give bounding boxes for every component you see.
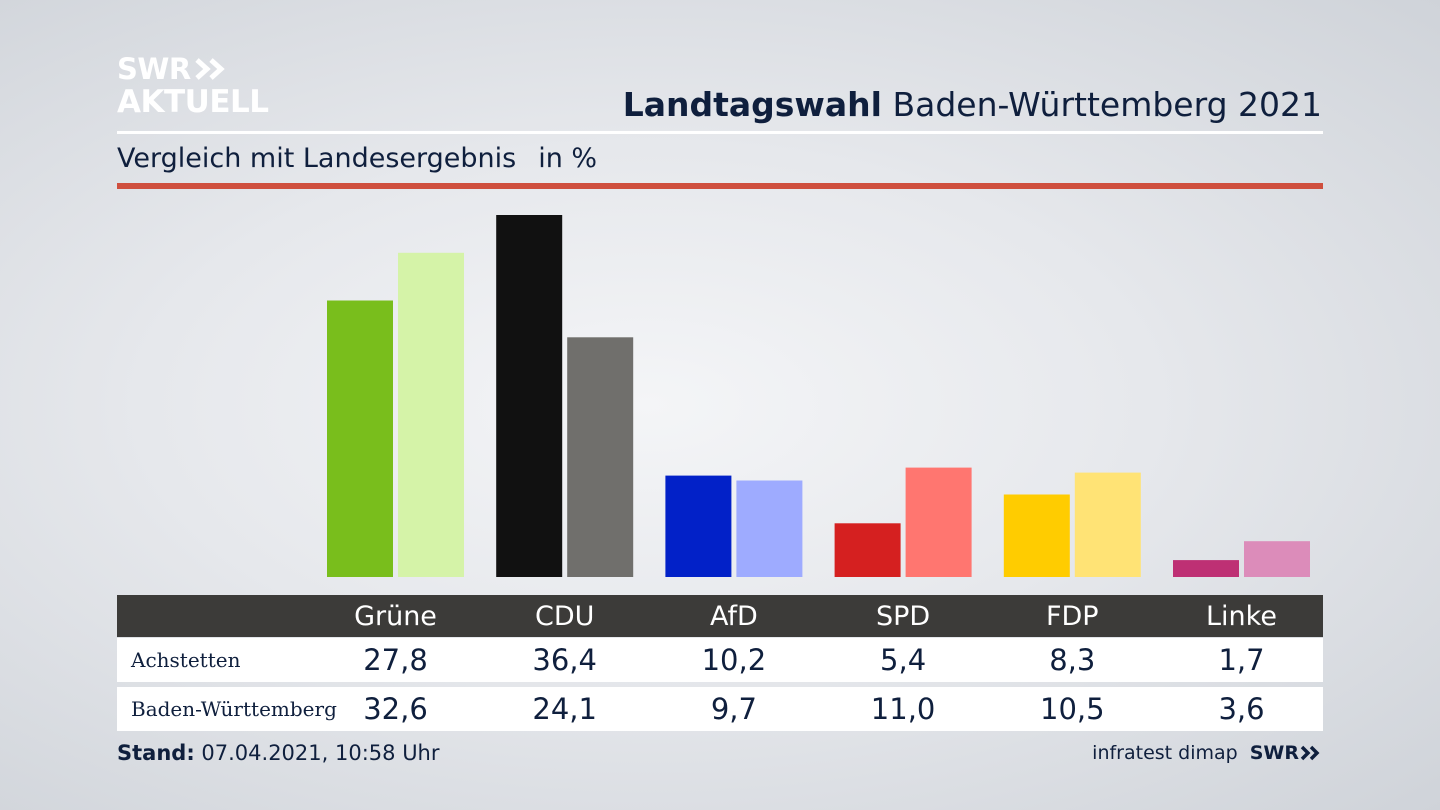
bar-local-4 [1003, 494, 1070, 577]
stand-label: Stand: [117, 741, 195, 765]
table-cell: 9,7 [710, 692, 757, 726]
bar-local-5 [1173, 560, 1239, 577]
table-cell: 11,0 [870, 692, 936, 726]
bar-local-1 [496, 215, 563, 577]
column-header: CDU [534, 600, 595, 632]
double-chevron-icon [1300, 745, 1320, 761]
bar-state-2 [736, 480, 803, 577]
table-cell: 3,6 [1218, 692, 1265, 726]
source-credit: infratest dimap SWR [1092, 742, 1322, 764]
bar-state-0 [398, 252, 464, 578]
bar-state-3 [905, 467, 972, 577]
row-label: Baden-Württemberg [131, 697, 337, 721]
stand-value: 07.04.2021, 10:58 Uhr [201, 741, 440, 765]
title-bold: Landtagswahl [622, 85, 882, 124]
bar-local-3 [834, 523, 901, 577]
results-table: Grüne CDU AfD SPD FDP Linke Achstetten 27,8 36,… [117, 595, 1323, 731]
bar-state-5 [1244, 541, 1310, 577]
logo-line1: SWR [117, 51, 191, 86]
table-cell: 1,7 [1218, 643, 1265, 677]
table-cell: 10,5 [1040, 692, 1105, 726]
swr-brand: SWR [1250, 742, 1322, 764]
bar-local-0 [327, 300, 393, 577]
table-row: Baden-Württemberg 32,6 24,1 9,7 11,0 10,5 3,6 [117, 687, 1323, 731]
row-label: Achstetten [131, 648, 241, 672]
table-cell: 32,6 [363, 692, 428, 726]
brand-label: SWR [1249, 742, 1299, 764]
header-divider [117, 131, 1323, 134]
column-header: Linke [1206, 600, 1277, 632]
swr-aktuell-logo: SWR AKTUELL [117, 54, 269, 118]
bar-local-2 [665, 475, 732, 577]
column-header: SPD [875, 600, 931, 632]
column-header: AfD [709, 600, 758, 632]
bar-chart [327, 215, 1310, 578]
timestamp: Stand: 07.04.2021, 10:58 Uhr [117, 741, 440, 765]
subtitle: Vergleich mit Landesergebnis in % [117, 143, 597, 174]
source-label: infratest dimap [1092, 742, 1238, 764]
accent-divider [117, 183, 1323, 189]
logo-line2: AKTUELL [117, 84, 269, 120]
table-cell: 24,1 [532, 692, 597, 726]
bar-state-1 [567, 337, 634, 577]
table-cell: 27,8 [363, 643, 428, 677]
column-header: Grüne [354, 600, 437, 632]
subtitle-text: Vergleich mit Landesergebnis [117, 143, 517, 174]
table-cell: 10,2 [701, 643, 767, 677]
title-rest: Baden-Württemberg 2021 [892, 85, 1322, 124]
page-title: Landtagswahl Baden-Württemberg 2021 [623, 85, 1322, 124]
subtitle-unit: in % [538, 143, 598, 174]
table-header: Grüne CDU AfD SPD FDP Linke [117, 595, 1323, 637]
bar-state-4 [1074, 472, 1141, 577]
table-cell: 36,4 [532, 643, 597, 677]
table-cell: 5,4 [880, 643, 927, 677]
double-chevron-icon [195, 58, 225, 80]
column-header: FDP [1045, 600, 1099, 632]
table-cell: 8,3 [1049, 643, 1096, 677]
table-row: Achstetten 27,8 36,4 10,2 5,4 8,3 1,7 [117, 638, 1323, 682]
